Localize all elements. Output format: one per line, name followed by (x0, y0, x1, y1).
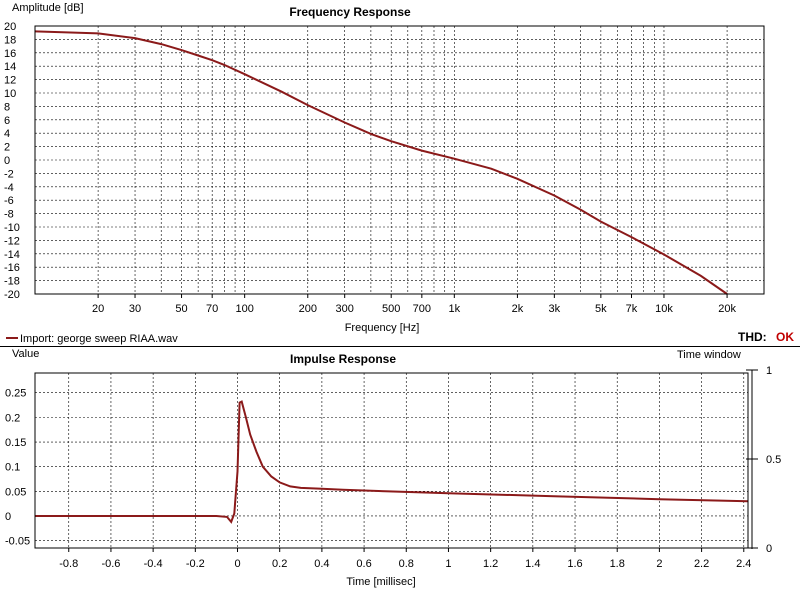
frequency-y-tick: 20 (4, 21, 16, 33)
impulse-response-chart: 0.250.20.150.10.050-0.05 10.50 -0.8 -0.6-… (5, 348, 781, 588)
impulse-x-tick: 1.4 (525, 558, 540, 570)
impulse-x-tick: 0 (234, 558, 240, 570)
frequency-y-tick: 12 (4, 75, 16, 87)
frequency-x-tick: 700 (413, 303, 431, 315)
impulse-response-line (35, 400, 749, 524)
impulse-x-tick: 1.2 (483, 558, 498, 570)
frequency-y-tick: 14 (4, 61, 16, 73)
time-window-tick: 0.5 (766, 454, 781, 466)
frequency-x-tick: 1k (448, 303, 460, 315)
frequency-x-tick: 200 (299, 303, 317, 315)
impulse-x-tick: -0.4 (144, 558, 163, 570)
impulse-x-tick: -0.2 (186, 558, 205, 570)
impulse-x-tick: 1 (445, 558, 451, 570)
time-window-ticks: 10.50 (746, 365, 781, 555)
impulse-x-tick: 1.8 (610, 558, 625, 570)
frequency-plot-frame (34, 25, 765, 295)
frequency-x-ticks: 20 30 50 70 100 200 300 500 700 1k 2k 3k 5k 7k 10k 20k (92, 294, 736, 315)
frequency-y-tick: 0 (4, 155, 10, 167)
impulse-x-tick: 1.6 (567, 558, 582, 570)
impulse-y-tick: -0.05 (5, 536, 30, 548)
frequency-x-tick: 50 (175, 303, 187, 315)
frequency-y-tick: -18 (4, 276, 20, 288)
impulse-y-tick: 0.15 (5, 437, 26, 449)
frequency-x-tick: 2k (512, 303, 524, 315)
frequency-y-tick: 6 (4, 115, 10, 127)
frequency-y-tick: -14 (4, 249, 20, 261)
frequency-y-tick: -16 (4, 262, 20, 274)
impulse-x-tick: 2 (656, 558, 662, 570)
thd-status: OK (776, 330, 794, 344)
frequency-y-tick: -12 (4, 235, 20, 247)
impulse-y-tick: 0 (5, 511, 11, 523)
frequency-x-tick: 10k (655, 303, 673, 315)
frequency-y-tick: -2 (4, 168, 14, 180)
frequency-x-label: Frequency [Hz] (345, 322, 420, 334)
frequency-response-chart: 20181614121086420-2-4-6-8-10-12-14-16-18… (4, 2, 765, 334)
time-window-tick: 1 (766, 365, 772, 377)
frequency-x-tick: 70 (206, 303, 218, 315)
frequency-x-tick: 7k (626, 303, 638, 315)
impulse-x-ticks: -0.8 -0.6 -0.4 -0.2 0 0.2 0.4 0.6 0.8 1 1.2 1.4 1.6 1… (59, 548, 751, 570)
impulse-y-tick: 0.25 (5, 388, 26, 400)
frequency-x-tick: 20 (92, 303, 104, 315)
frequency-y-tick: -8 (4, 209, 14, 221)
time-window-label: Time window (677, 349, 741, 361)
impulse-chart-title: Impulse Response (290, 352, 396, 366)
frequency-x-tick: 30 (129, 303, 141, 315)
time-window-tick: 0 (766, 543, 772, 555)
frequency-y-tick: 18 (4, 34, 16, 46)
frequency-x-tick: 5k (595, 303, 607, 315)
frequency-x-tick: 300 (336, 303, 354, 315)
frequency-x-tick: 100 (235, 303, 253, 315)
frequency-y-tick: 8 (4, 101, 10, 113)
frequency-y-label: Amplitude [dB] (12, 2, 84, 14)
frequency-x-tick: 3k (549, 303, 561, 315)
impulse-x-tick: 0.2 (272, 558, 287, 570)
impulse-grid (35, 373, 748, 548)
impulse-x-tick: 0.8 (399, 558, 414, 570)
frequency-y-tick: -10 (4, 222, 20, 234)
frequency-x-tick: 500 (382, 303, 400, 315)
impulse-x-tick: 0.6 (356, 558, 371, 570)
impulse-y-ticks: 0.25 0.2 0.15 0.1 0.05 0 -0.05 (5, 388, 30, 548)
legend-label: Import: george sweep RIAA.wav (20, 333, 178, 345)
frequency-y-tick: 2 (4, 142, 10, 154)
frequency-response-line (34, 30, 728, 295)
impulse-x-tick: -0.8 (59, 558, 78, 570)
frequency-grid (35, 25, 764, 295)
frequency-chart-title: Frequency Response (289, 5, 411, 19)
frequency-y-tick: -4 (4, 182, 14, 194)
impulse-y-label: Value (12, 348, 39, 360)
impulse-plot-frame (34, 372, 749, 549)
impulse-x-tick: -0.6 (101, 558, 120, 570)
impulse-x-label: Time [millisec] (346, 576, 415, 588)
frequency-y-tick: 10 (4, 88, 16, 100)
frequency-y-tick: -6 (4, 195, 14, 207)
impulse-y-tick: 0.1 (5, 462, 20, 474)
thd-label: THD: (738, 330, 767, 344)
impulse-x-tick: 2.4 (736, 558, 751, 570)
impulse-y-tick: 0.2 (5, 412, 20, 424)
frequency-y-tick: 4 (4, 128, 10, 140)
frequency-y-ticks: 20181614121086420-2-4-6-8-10-12-14-16-18… (4, 21, 20, 301)
frequency-x-tick: 20k (718, 303, 736, 315)
impulse-x-tick: 0.4 (314, 558, 329, 570)
impulse-y-tick: 0.05 (5, 486, 26, 498)
frequency-y-tick: -20 (4, 289, 20, 301)
frequency-y-tick: 16 (4, 48, 16, 60)
impulse-x-tick: 2.2 (694, 558, 709, 570)
